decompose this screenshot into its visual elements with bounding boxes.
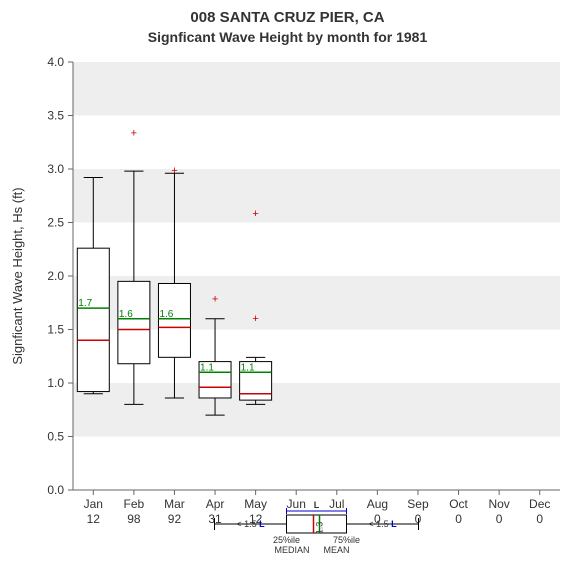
outlier: + — [212, 294, 218, 306]
mean-label: 1.7 — [78, 298, 92, 309]
x-tick-count: 0 — [496, 512, 503, 526]
y-tick-label: 3.5 — [47, 109, 64, 123]
svg-text:MEAN: MEAN — [324, 545, 350, 555]
x-tick-count: 98 — [127, 512, 141, 526]
svg-text:75%ile: 75%ile — [333, 535, 360, 545]
y-tick-label: 1.0 — [47, 376, 64, 390]
svg-text:25%ile: 25%ile — [273, 535, 300, 545]
svg-text:MEDIAN: MEDIAN — [274, 545, 309, 555]
outlier: + — [131, 128, 137, 140]
y-tick-label: 4.0 — [47, 55, 64, 69]
y-tick-label: 2.0 — [47, 269, 64, 283]
x-tick-count: 0 — [455, 512, 462, 526]
x-tick-month: Jul — [329, 497, 344, 511]
outlier: + — [171, 165, 177, 177]
x-tick-month: Nov — [488, 497, 509, 511]
mean-label: 1.6 — [119, 309, 133, 320]
x-tick-month: Sep — [407, 497, 429, 511]
chart-title-2: Signficant Wave Height by month for 1981 — [148, 29, 428, 45]
x-tick-month: Dec — [529, 497, 550, 511]
grid-band — [73, 437, 560, 491]
x-tick-count: 92 — [168, 512, 182, 526]
mean-label: 1.1 — [241, 362, 255, 373]
svg-text:< 1.5 L: < 1.5 L — [368, 519, 397, 529]
y-tick-label: 0.0 — [47, 483, 64, 497]
x-tick-month: Aug — [367, 497, 388, 511]
mean-label: 1.1 — [200, 362, 214, 373]
chart-title-1: 008 SANTA CRUZ PIER, CA — [190, 9, 384, 26]
y-tick-label: 3.0 — [47, 162, 64, 176]
boxplot-chart: 008 SANTA CRUZ PIER, CA Signficant Wave H… — [0, 0, 575, 580]
y-axis-label: Signficant Wave Height, Hs (ft) — [10, 187, 25, 364]
outlier: + — [252, 208, 258, 220]
y-tick-label: 2.5 — [47, 216, 64, 230]
mean-label: 1.6 — [159, 309, 173, 320]
x-tick-month: Apr — [206, 497, 225, 511]
x-tick-month: Jan — [84, 497, 103, 511]
outlier: + — [252, 313, 258, 325]
x-tick-month: May — [244, 497, 267, 511]
svg-text:L: L — [314, 500, 320, 510]
x-tick-month: Oct — [449, 497, 468, 511]
y-tick-label: 0.5 — [47, 430, 64, 444]
x-tick-month: Jun — [287, 497, 306, 511]
y-tick-label: 1.5 — [47, 323, 64, 337]
x-tick-month: Mar — [164, 497, 185, 511]
svg-text:< 1.5 L: < 1.5 L — [236, 519, 265, 529]
x-tick-month: Feb — [124, 497, 145, 511]
x-tick-count: 12 — [87, 512, 101, 526]
grid-band — [73, 223, 560, 277]
x-tick-count: 0 — [536, 512, 543, 526]
grid-band — [73, 116, 560, 170]
svg-text:1.3: 1.3 — [315, 522, 325, 535]
